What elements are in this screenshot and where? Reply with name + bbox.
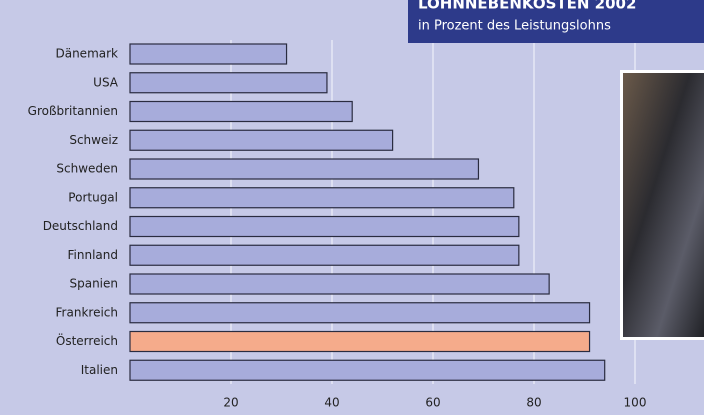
- y-tick-label: Italien: [81, 363, 118, 377]
- bar: [130, 332, 590, 352]
- y-tick-label: Spanien: [69, 277, 118, 291]
- bar: [130, 102, 352, 122]
- x-tick-label: 60: [425, 396, 440, 410]
- x-tick-label: 20: [223, 396, 238, 410]
- y-tick-label: Dänemark: [55, 47, 118, 61]
- bar: [130, 217, 519, 237]
- x-tick-label: 80: [526, 396, 541, 410]
- y-tick-label: Großbritannien: [28, 104, 118, 118]
- y-tick-label: USA: [93, 75, 119, 89]
- chart: LOHNNEBENKOSTEN 2002 in Prozent des Leis…: [0, 0, 704, 415]
- bar: [130, 159, 478, 179]
- photo: [623, 73, 704, 337]
- y-tick-label: Österreich: [56, 332, 118, 348]
- x-tick-label: 40: [324, 396, 339, 410]
- bar: [130, 44, 287, 64]
- y-tick-label: Finnland: [68, 248, 118, 262]
- bar: [130, 130, 393, 150]
- y-tick-label: Portugal: [68, 190, 118, 204]
- bar: [130, 360, 605, 380]
- bar: [130, 274, 549, 294]
- y-tick-label: Frankreich: [56, 305, 118, 319]
- bar: [130, 188, 514, 208]
- bar: [130, 303, 590, 323]
- chart-subtitle: in Prozent des Leistungslohns: [418, 19, 611, 34]
- y-tick-label: Schweden: [56, 162, 118, 176]
- y-tick-label: Schweiz: [69, 133, 118, 147]
- bar: [130, 245, 519, 265]
- chart-title: LOHNNEBENKOSTEN 2002: [418, 0, 636, 13]
- bar: [130, 73, 327, 93]
- x-tick-label: 100: [624, 396, 647, 410]
- y-tick-label: Deutschland: [43, 219, 118, 233]
